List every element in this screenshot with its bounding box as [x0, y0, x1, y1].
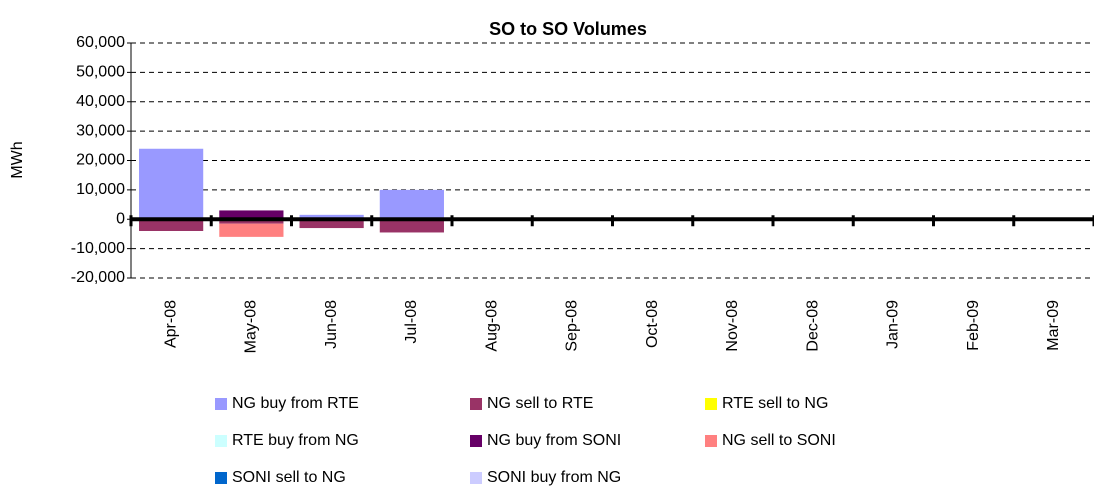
bar-segment: [379, 219, 444, 233]
legend-swatch: [215, 472, 227, 484]
legend-label: RTE buy from NG: [232, 432, 359, 449]
legend-label: SONI sell to NG: [232, 469, 346, 486]
chart-title: SO to SO Volumes: [489, 19, 647, 39]
y-tick-label: -10,000: [71, 240, 125, 257]
bar-segment: [219, 210, 284, 220]
x-tick-label: May-08: [243, 300, 260, 353]
x-tick-label: Mar-09: [1045, 300, 1062, 351]
x-tick-label: Nov-08: [724, 300, 741, 352]
y-tick-label: 60,000: [76, 34, 125, 51]
bar-segment: [219, 223, 284, 237]
x-tick-label: Jul-08: [403, 300, 420, 344]
legend-label: SONI buy from NG: [487, 469, 621, 486]
legend-swatch: [705, 435, 717, 447]
y-tick-label: 30,000: [76, 122, 125, 139]
bar-segment: [299, 214, 364, 220]
legend-swatch: [470, 472, 482, 484]
bar-segment: [219, 219, 284, 224]
y-tick-label: 10,000: [76, 181, 125, 198]
legend-label: NG sell to SONI: [722, 432, 836, 449]
legend-label: RTE sell to NG: [722, 395, 828, 412]
x-tick-label: Oct-08: [644, 300, 661, 348]
y-tick-label: -20,000: [71, 269, 125, 286]
bar-segment: [139, 219, 204, 231]
x-tick-label: Sep-08: [564, 300, 581, 352]
legend-swatch: [470, 435, 482, 447]
x-tick-label: Feb-09: [965, 300, 982, 351]
legend-swatch: [470, 398, 482, 410]
x-tick-label: Jun-08: [323, 300, 340, 349]
bar-segment: [299, 219, 364, 229]
legend-label: NG sell to RTE: [487, 395, 593, 412]
legend-swatch: [215, 435, 227, 447]
bar-segment: [379, 189, 444, 220]
y-axis-label: MWh: [9, 141, 26, 178]
x-tick-label: Dec-08: [804, 300, 821, 352]
y-tick-label: 40,000: [76, 93, 125, 110]
y-tick-label: 50,000: [76, 64, 125, 81]
legend-swatch: [215, 398, 227, 410]
legend-swatch: [705, 398, 717, 410]
y-tick-label: 20,000: [76, 152, 125, 169]
x-tick-label: Jan-09: [885, 300, 902, 349]
x-tick-label: Apr-08: [162, 300, 179, 348]
legend-label: NG buy from SONI: [487, 432, 621, 449]
bar-segment: [139, 148, 204, 220]
legend-label: NG buy from RTE: [232, 395, 359, 412]
y-tick-label: 0: [116, 210, 125, 227]
x-tick-label: Aug-08: [483, 300, 500, 352]
